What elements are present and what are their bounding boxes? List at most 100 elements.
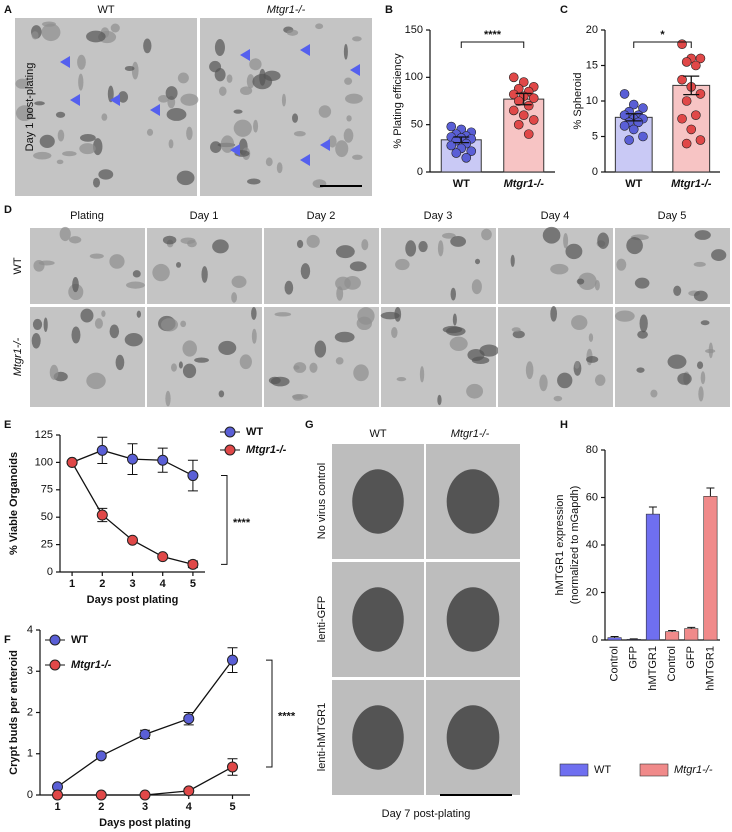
organoid [33,151,52,160]
column-label: Day 5 [658,210,687,222]
organoid [180,237,196,244]
column-label: Day 1 [190,210,219,222]
data-point [96,444,108,456]
organoid [352,154,363,160]
arrowhead [230,144,240,156]
error-bar [683,75,700,96]
data-point [227,654,238,666]
data-point [677,74,687,85]
organoid [694,230,711,240]
y-tick-label: 125 [35,429,53,441]
organoid [115,354,125,371]
x-tick-label: 4 [186,801,193,813]
data-point [695,89,706,99]
organoid [158,94,170,103]
organoid [68,236,82,244]
bar [665,631,680,641]
organoid [542,226,561,244]
organoid [93,177,101,188]
organoid [182,340,197,357]
caption: Day 7 post-plating [382,808,471,820]
organoid [15,78,29,89]
organoid [437,240,444,257]
data-point [677,39,687,50]
organoid [276,162,283,174]
data-point [227,761,238,773]
organoid [31,332,41,349]
significance: * [660,29,665,41]
organoid [246,74,255,89]
organoid [550,263,569,275]
organoid [146,128,154,136]
column-label: WT [97,4,114,16]
y-tick-label: 50 [411,119,423,131]
organoid [268,376,281,385]
organoid [214,39,225,56]
panel-letter: H [560,419,568,431]
data-point [619,121,630,131]
column-label: Day 3 [424,210,453,222]
organoid [62,151,77,157]
organoid [419,366,425,383]
data-point [96,509,108,521]
data-point [619,89,630,99]
organoid [39,134,55,148]
y-tick-label: 25 [41,539,53,551]
significance-bracket [460,41,525,48]
data-point [66,456,78,468]
data-point [187,470,199,482]
data-point [638,131,648,142]
data-point [686,124,697,135]
data-point [508,72,519,83]
significance-bracket [221,475,228,565]
organoid [293,365,300,370]
organoid [132,270,141,278]
organoid [57,129,65,142]
row-label: WT [12,257,24,274]
column-label: Mtgr1-/- [451,428,490,440]
organoid [118,91,129,103]
organoid [265,157,273,167]
data-point [677,113,687,124]
y-tick-label: 3 [27,665,33,677]
panel-letter: D [4,204,12,216]
column-label: Day 4 [541,210,570,222]
organoid [693,261,706,267]
micrograph [30,307,145,407]
organoid [59,226,71,242]
micrograph [15,18,197,196]
organoid [98,169,114,180]
x-axis-label: Days post plating [87,594,179,606]
organoid [396,377,407,382]
organoid [292,113,299,123]
y-tick-label: 75 [41,484,53,496]
x-axis-label: Days post plating [99,817,191,829]
organoid [563,233,569,249]
significance: **** [484,29,502,41]
organoid [94,318,103,329]
data-point [691,110,701,120]
column-label: Day 2 [307,210,336,222]
data-point [157,454,169,466]
organoid [512,330,525,339]
bar [645,513,660,641]
organoid [233,109,243,114]
organoid [353,364,369,382]
organoid [160,318,179,332]
organoid [247,178,261,185]
data-point [523,100,534,111]
organoid [335,276,351,291]
organoid [418,240,428,253]
y-tick-label: 10 [586,95,598,107]
organoid [328,135,337,148]
organoid [539,374,548,392]
data-point [508,89,519,100]
organoid [80,133,96,142]
arrowhead [70,94,80,106]
organoid [577,272,597,291]
organoid [525,361,534,380]
organoid [218,390,225,398]
panel-letter: A [4,4,12,16]
organoid [352,705,404,770]
